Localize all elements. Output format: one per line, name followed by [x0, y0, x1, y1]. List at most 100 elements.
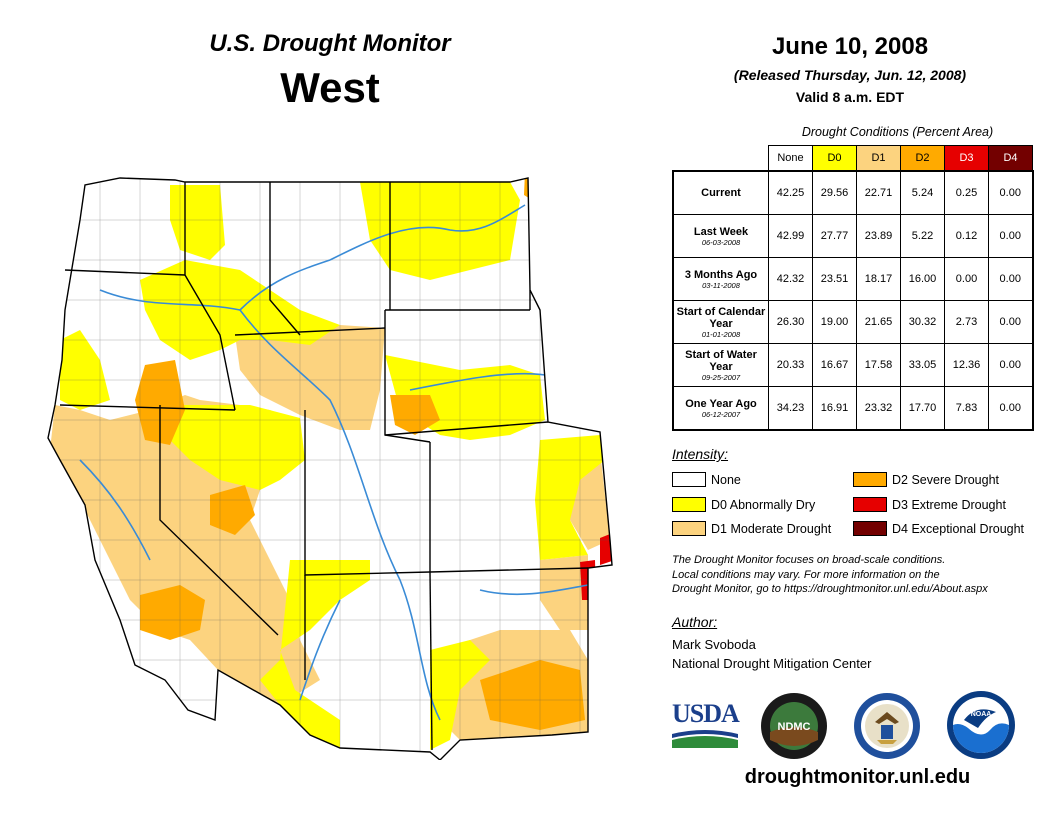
- col-header-d2: D2: [900, 145, 945, 172]
- table-cell: 0.12: [944, 214, 989, 258]
- map-subtitle: U.S. Drought Monitor: [209, 30, 451, 57]
- legend-label: D3 Extreme Drought: [892, 497, 1006, 512]
- row-date: 03-11-2008: [702, 280, 740, 290]
- legend-heading: Intensity:: [672, 446, 729, 462]
- table-header-row: None D0 D1 D2 D3 D4: [673, 145, 1033, 172]
- row-label: 3 Months Ago 03-11-2008: [672, 257, 769, 301]
- row-date: 06-12-2007: [701, 409, 741, 419]
- table-row: Last Week 06-03-2008 42.99 27.77 23.89 5.22 0.…: [672, 214, 1034, 258]
- legend-label: D1 Moderate Drought: [711, 521, 832, 536]
- table-cell: 0.25: [944, 170, 989, 215]
- legend-item-d2: D2 Severe Drought: [853, 472, 999, 487]
- website-url[interactable]: droughtmonitor.unl.edu: [744, 766, 971, 788]
- note-line: Drought Monitor, go to https://droughtmo…: [672, 583, 988, 595]
- table-cell: 0.00: [988, 257, 1034, 301]
- row-label: Last Week 06-03-2008: [672, 214, 769, 258]
- row-label: One Year Ago 06-12-2007: [672, 386, 769, 431]
- table-cell: 20.33: [768, 343, 813, 387]
- ndmc-logo: NDMC: [761, 693, 827, 759]
- table-row: One Year Ago 06-12-2007 34.23 16.91 23.32 17.…: [672, 386, 1034, 431]
- info-note: The Drought Monitor focuses on broad-sca…: [672, 553, 1042, 597]
- legend-item-d3: D3 Extreme Drought: [853, 497, 1006, 512]
- row-date: 01-01-2008: [701, 329, 741, 339]
- legend-label: D4 Exceptional Drought: [892, 521, 1025, 536]
- note-line: The Drought Monitor focuses on broad-sca…: [672, 554, 946, 566]
- table-cell: 42.32: [768, 257, 813, 301]
- row-label: Start of Calendar Year 01-01-2008: [672, 300, 769, 344]
- author-name: Mark Svoboda: [672, 637, 756, 652]
- noaa-logo: NOAA: [947, 691, 1015, 759]
- legend-swatch: [853, 472, 887, 487]
- table-cell: 0.00: [944, 257, 989, 301]
- col-header-d3: D3: [944, 145, 989, 172]
- table-cell: 21.65: [856, 300, 901, 344]
- drought-conditions-table: None D0 D1 D2 D3 D4 Current 42.25 29.56 22.…: [672, 145, 1034, 431]
- legend-swatch: [672, 521, 706, 536]
- legend-label: D0 Abnormally Dry: [711, 497, 816, 512]
- legend-label: D2 Severe Drought: [892, 472, 1000, 487]
- table-cell: 26.30: [768, 300, 813, 344]
- table-cell: 17.58: [856, 343, 901, 387]
- table-row: Start of Water Year 09-25-2007 20.33 16.67 1…: [672, 343, 1034, 387]
- table-row: Current 42.25 29.56 22.71 5.24 0.25 0.00: [672, 170, 1034, 215]
- legend-swatch: [672, 497, 706, 512]
- table-cell: 16.67: [812, 343, 857, 387]
- table-cell: 17.70: [900, 386, 945, 431]
- legend-item-none: None: [672, 472, 741, 487]
- table-cell: 0.00: [988, 300, 1034, 344]
- table-cell: 42.25: [768, 170, 813, 215]
- commerce-seal-logo: [854, 693, 920, 759]
- col-header-d4: D4: [988, 145, 1033, 172]
- usda-logo-text: USDA: [672, 699, 740, 728]
- table-cell: 7.83: [944, 386, 989, 431]
- table-caption: Drought Conditions (Percent Area): [801, 125, 994, 139]
- author-org: National Drought Mitigation Center: [672, 656, 872, 671]
- table-cell: 12.36: [944, 343, 989, 387]
- table-cell: 0.00: [988, 170, 1034, 215]
- note-line: Local conditions may vary. For more info…: [672, 568, 940, 581]
- row-date: 06-03-2008: [701, 237, 741, 247]
- table-cell: 18.17: [856, 257, 901, 301]
- table-cell: 30.32: [900, 300, 945, 344]
- legend-item-d0: D0 Abnormally Dry: [672, 497, 815, 512]
- table-cell: 29.56: [812, 170, 857, 215]
- table-cell: 19.00: [812, 300, 857, 344]
- legend-item-d4: D4 Exceptional Drought: [853, 521, 1024, 536]
- col-header-none: None: [768, 145, 813, 172]
- author-heading: Author:: [672, 614, 718, 630]
- noaa-logo-text: NOAA: [971, 711, 992, 718]
- table-cell: 16.91: [812, 386, 857, 431]
- table-row: 3 Months Ago 03-11-2008 42.32 23.51 18.17 16.…: [672, 257, 1034, 301]
- table-row: Start of Calendar Year 01-01-2008 26.30 19.…: [672, 300, 1034, 344]
- row-label-text: Start of Water Year: [685, 348, 757, 373]
- ndmc-logo-text: NDMC: [778, 721, 811, 733]
- usda-logo: USDA: [672, 699, 740, 748]
- table-cell: 22.71: [856, 170, 901, 215]
- row-label-text: Start of Calendar Year: [676, 305, 766, 330]
- row-label: Current: [672, 170, 769, 215]
- row-label-text: One Year Ago: [685, 397, 757, 410]
- table-cell: 34.23: [768, 386, 813, 431]
- col-header-d1: D1: [856, 145, 901, 172]
- release-date: (Released Thursday, Jun. 12, 2008): [733, 67, 967, 83]
- table-cell: 0.00: [988, 214, 1034, 258]
- table-cell: 27.77: [812, 214, 857, 258]
- legend-swatch: [853, 521, 887, 536]
- table-cell: 42.99: [768, 214, 813, 258]
- table-cell: 5.24: [900, 170, 945, 215]
- table-cell: 0.00: [988, 386, 1034, 431]
- map-fill: [48, 178, 612, 760]
- row-date: 09-25-2007: [701, 372, 741, 382]
- table-cell: 23.32: [856, 386, 901, 431]
- usda-hills-icon: [672, 730, 738, 748]
- legend-swatch: [853, 497, 887, 512]
- valid-time: Valid 8 a.m. EDT: [795, 89, 905, 105]
- row-label-text: Last Week: [693, 225, 749, 238]
- row-label-text: 3 Months Ago: [684, 268, 758, 281]
- table-cell: 23.89: [856, 214, 901, 258]
- map-title: West: [280, 64, 380, 111]
- table-corner: [673, 146, 769, 172]
- row-label: Start of Water Year 09-25-2007: [672, 343, 769, 387]
- legend-swatch: [672, 472, 706, 487]
- table-cell: 2.73: [944, 300, 989, 344]
